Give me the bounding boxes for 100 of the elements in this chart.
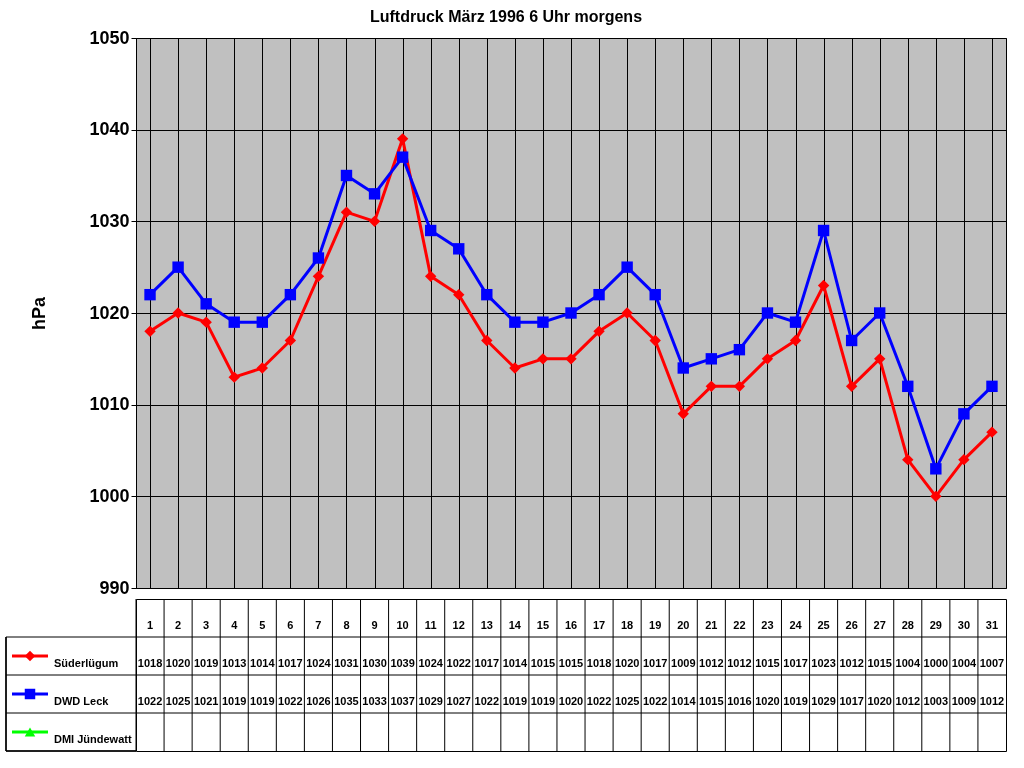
x-tick-label: 8 [343, 619, 350, 631]
y-tick-label: 1000 [89, 485, 130, 506]
point [509, 316, 521, 328]
data-label: 1014 [250, 657, 276, 669]
data-label: 1031 [334, 657, 359, 669]
point [593, 288, 605, 301]
data-label: 1000 [923, 657, 949, 669]
x-tick-label: 16 [564, 619, 578, 631]
data-label: 1023 [811, 657, 836, 669]
y-tick-label: 1010 [89, 394, 130, 415]
data-label: 1013 [221, 657, 247, 669]
x-tick-label: 7 [315, 619, 322, 631]
point [761, 353, 774, 365]
x-tick-label: 22 [733, 619, 746, 631]
data-label: 1009 [671, 657, 696, 669]
data-label: 1022 [137, 695, 163, 707]
x-tick-label: 11 [424, 619, 437, 631]
data-label: 1003 [923, 695, 949, 707]
data-label: 1012 [979, 695, 1005, 707]
legend-label: DMI Jündewatt [54, 733, 132, 745]
point [537, 316, 549, 328]
x-tick-label: 1 [146, 619, 154, 631]
point [761, 307, 774, 319]
data-label: 1017 [474, 657, 500, 669]
data-label: 1024 [418, 657, 444, 669]
x-tick-label: 5 [259, 619, 266, 631]
point [986, 426, 998, 438]
data-label: 1022 [586, 695, 612, 707]
data-label: 1039 [390, 657, 415, 669]
point [902, 380, 914, 393]
data-label: 1019 [502, 695, 528, 707]
point [930, 463, 942, 475]
point [649, 288, 661, 301]
data-label: 1019 [193, 657, 219, 669]
legend-label: Süderlügum [54, 657, 119, 669]
point [958, 453, 970, 466]
point [593, 325, 605, 338]
data-label: 1016 [727, 695, 752, 707]
point [677, 408, 689, 420]
data-label: 1015 [530, 657, 556, 669]
data-label: 1009 [951, 695, 977, 707]
point [172, 307, 184, 319]
point [789, 316, 802, 328]
point [481, 334, 493, 347]
data-label: 1035 [334, 695, 359, 707]
point [200, 298, 212, 310]
x-tick-label: 27 [873, 619, 886, 631]
x-tick-label: 24 [789, 619, 803, 631]
x-tick-label: 2 [175, 619, 182, 631]
data-label: 1024 [306, 657, 332, 669]
y-tick-label: 1040 [89, 119, 130, 140]
point [481, 288, 493, 301]
point [368, 188, 381, 200]
point [200, 316, 212, 328]
data-label: 1026 [306, 695, 331, 707]
data-label: 1029 [418, 695, 443, 707]
point [453, 243, 465, 255]
x-tick-label: 21 [705, 619, 718, 631]
point [256, 316, 268, 328]
data-label: 1030 [362, 657, 387, 669]
data-label: 1015 [755, 657, 780, 669]
chart-title: Luftdruck März 1996 6 Uhr morgens [369, 7, 643, 25]
data-label: 1017 [839, 695, 864, 707]
point [565, 307, 577, 319]
point [986, 380, 998, 393]
point [705, 353, 718, 365]
data-label: 1019 [783, 695, 808, 707]
x-tick-label: 10 [396, 619, 409, 631]
x-tick-label: 26 [845, 619, 858, 631]
data-label: 1019 [250, 695, 275, 707]
point [537, 353, 549, 365]
data-label: 1012 [699, 657, 724, 669]
data-label: 1022 [642, 695, 668, 707]
point [228, 371, 240, 383]
data-label: 1015 [699, 695, 724, 707]
x-tick-label: 25 [817, 619, 830, 631]
y-tick-label: 1050 [89, 27, 130, 48]
data-label: 1029 [811, 695, 836, 707]
data-label: 1022 [278, 695, 303, 707]
point [621, 307, 633, 319]
data-label: 1004 [951, 657, 978, 669]
data-label: 1022 [474, 695, 500, 707]
x-tick-label: 6 [287, 619, 294, 631]
point [424, 224, 437, 237]
data-label: 1014 [502, 657, 528, 669]
point [144, 325, 156, 338]
point [396, 151, 409, 163]
data-label: 1015 [558, 657, 584, 669]
x-tick-label: 15 [536, 619, 550, 631]
data-label: 1020 [558, 695, 584, 707]
point [340, 169, 353, 182]
data-label: 1033 [362, 695, 387, 707]
point [144, 288, 156, 301]
data-label: 1025 [165, 695, 191, 707]
x-tick-label: 4 [231, 619, 239, 631]
x-tick-label: 30 [957, 619, 971, 631]
data-label: 1012 [895, 695, 921, 707]
y-tick-label: 1030 [89, 210, 130, 231]
x-tick-label: 20 [677, 619, 690, 631]
point [649, 334, 661, 347]
